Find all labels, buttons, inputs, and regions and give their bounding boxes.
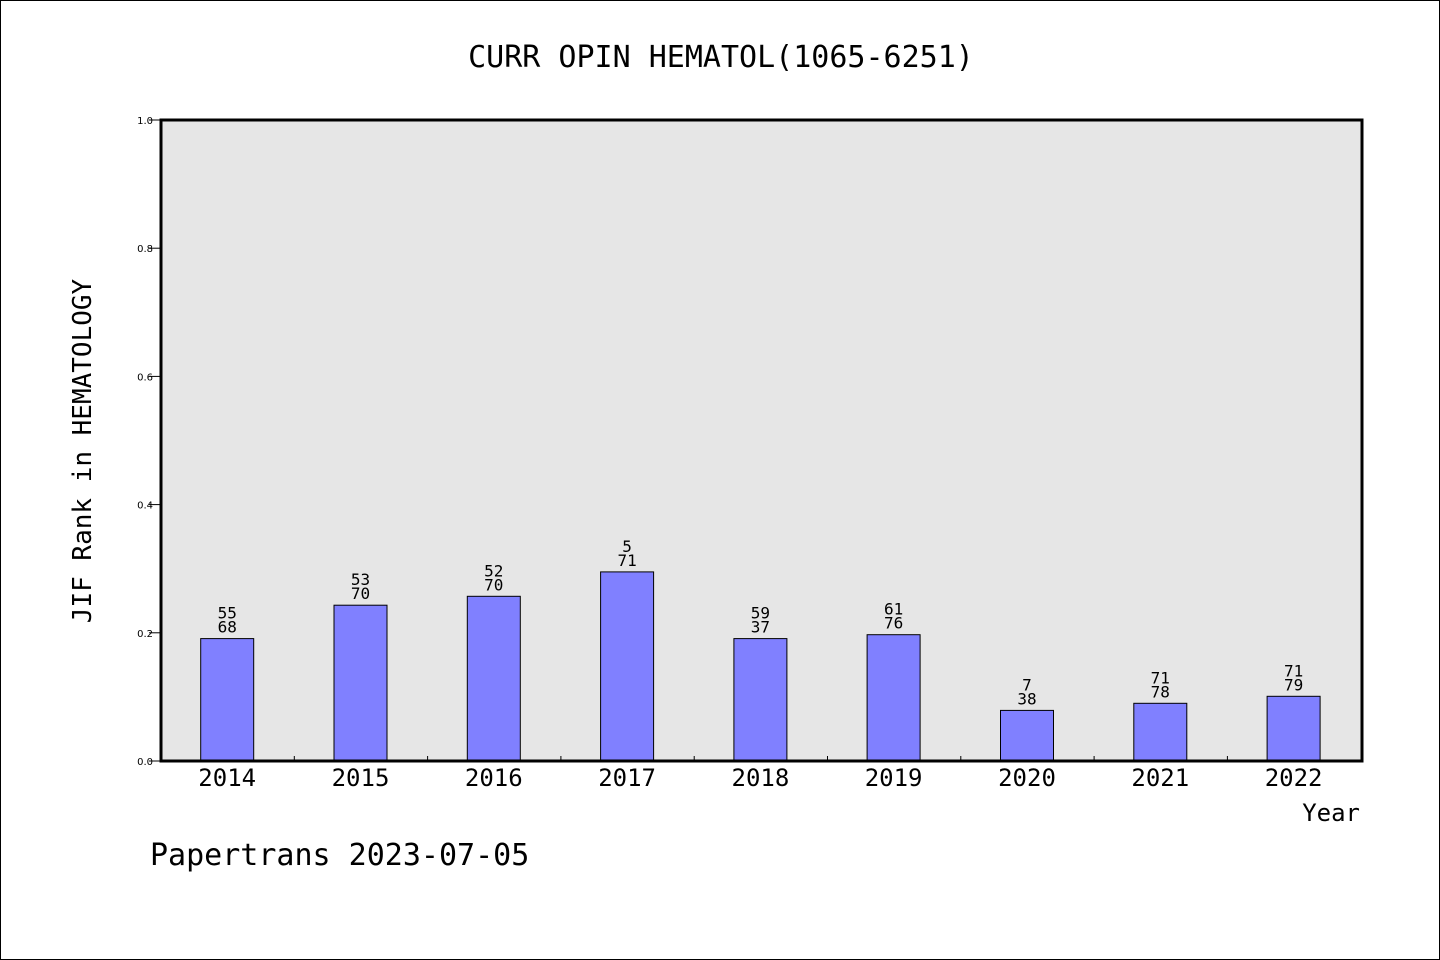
y-tick-label: 0.8 <box>137 244 153 255</box>
bar-rank-label-2015: 53 <box>351 570 370 589</box>
footer-credit: Papertrans 2023-07-05 <box>150 838 529 873</box>
bar-2018 <box>733 638 788 762</box>
bar-rank-label-2018: 59 <box>751 604 770 623</box>
bar-rank-label-2022: 71 <box>1284 661 1303 680</box>
bar-2021 <box>1133 702 1188 762</box>
bar-total-label-2017: 71 <box>617 551 636 570</box>
x-tick-label-2017: 2017 <box>598 764 656 792</box>
bar-2020 <box>1000 709 1054 762</box>
y-tick-label: 1.0 <box>137 116 153 127</box>
bar-2015 <box>333 604 388 762</box>
bar-total-label-2019: 76 <box>884 614 903 633</box>
bar-2017 <box>600 571 655 762</box>
y-tick-label: 0.4 <box>137 501 153 512</box>
x-tick-label-2022: 2022 <box>1265 764 1323 792</box>
bar-total-label-2015: 70 <box>351 584 370 603</box>
x-tick-label-2019: 2019 <box>865 764 923 792</box>
y-tick-label: 0.0 <box>137 757 153 768</box>
y-axis: 0.0 0.2 0.4 0.6 0.8 1.0 <box>137 116 161 768</box>
bar-total-label-2016: 70 <box>484 575 503 594</box>
plot-border <box>159 118 1364 763</box>
bar-2014 <box>200 638 255 762</box>
x-axis-label: Year <box>1302 799 1360 827</box>
bar-total-label-2018: 37 <box>751 618 770 637</box>
x-tick-label-2014: 2014 <box>198 764 256 792</box>
bar-total-label-2021: 78 <box>1151 682 1170 701</box>
bar-rank-label-2021: 71 <box>1151 668 1170 687</box>
bars-layer <box>200 571 1321 762</box>
bar-total-label-2020: 38 <box>1017 689 1036 708</box>
y-tick-label: 0.6 <box>137 372 153 383</box>
x-tick-label-2018: 2018 <box>732 764 790 792</box>
bar-total-label-2014: 68 <box>218 618 237 637</box>
bar-total-label-2022: 79 <box>1284 675 1303 694</box>
bar-rank-label-2020: 7 <box>1022 675 1032 694</box>
chart-title: CURR OPIN HEMATOL(1065-6251) <box>468 40 974 75</box>
bar-2019 <box>866 634 921 762</box>
bar-rank-label-2014: 55 <box>218 604 237 623</box>
bar-rank-label-2017: 5 <box>622 537 632 556</box>
bar-2016 <box>466 595 521 762</box>
y-tick-label: 0.2 <box>137 629 153 640</box>
x-axis: 2014 2015 2016 2017 2018 2019 2020 2021 2022 <box>198 756 1322 792</box>
x-tick-label-2021: 2021 <box>1131 764 1189 792</box>
y-axis-label: JIF Rank in HEMATOLOGY <box>68 278 98 623</box>
bar-rank-label-2016: 52 <box>484 561 503 580</box>
bar-2022 <box>1266 695 1321 762</box>
x-tick-label-2020: 2020 <box>998 764 1056 792</box>
x-tick-label-2015: 2015 <box>332 764 390 792</box>
bar-rank-label-2019: 61 <box>884 600 903 619</box>
x-tick-label-2016: 2016 <box>465 764 523 792</box>
